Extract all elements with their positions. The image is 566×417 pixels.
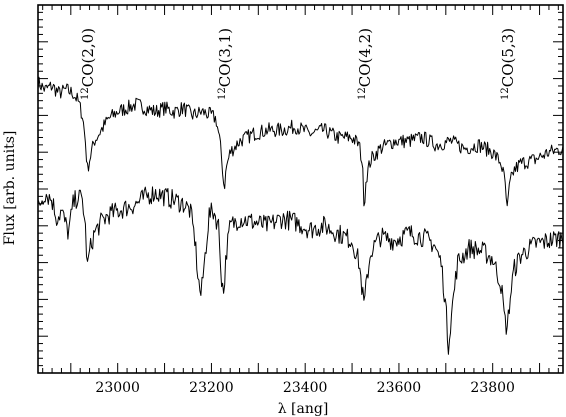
x-tick-label: 23600 [377, 380, 422, 396]
isotope-superscript: 12 [357, 87, 368, 100]
upper-spectrum-line [37, 76, 564, 207]
plot-frame [37, 4, 564, 374]
co-band-label: 12CO(2,0) [79, 28, 97, 100]
x-tick-label: 23200 [189, 380, 234, 396]
x-tick-label: 23400 [283, 380, 328, 396]
lower-spectrum-line [37, 186, 564, 355]
spectrum-series [37, 76, 564, 355]
co-band-label: 12CO(5,3) [499, 28, 517, 100]
y-axis-ticks [38, 4, 563, 374]
x-tick-label: 23000 [95, 380, 140, 396]
isotope-superscript: 12 [217, 87, 228, 100]
isotope-superscript: 12 [80, 87, 91, 100]
band-name: CO(5,3) [499, 28, 517, 87]
isotope-superscript: 12 [500, 87, 511, 100]
band-name: CO(4,2) [356, 28, 374, 87]
x-tick-label: 23800 [470, 380, 515, 396]
band-name: CO(2,0) [79, 28, 97, 87]
line-annotations: 12CO(2,0)12CO(3,1)12CO(4,2)12CO(5,3) [79, 28, 517, 100]
x-tick-labels: 23000 23200 23400 23600 23800 [95, 380, 515, 396]
band-name: CO(3,1) [216, 28, 234, 87]
y-axis-title: Flux [arb. units] [2, 131, 18, 246]
co-band-label: 12CO(4,2) [356, 28, 374, 100]
x-axis-ticks [42, 5, 559, 373]
plot-area-border [37, 4, 564, 374]
co-band-label: 12CO(3,1) [216, 28, 234, 100]
x-axis-title: λ [ang] [278, 401, 329, 417]
